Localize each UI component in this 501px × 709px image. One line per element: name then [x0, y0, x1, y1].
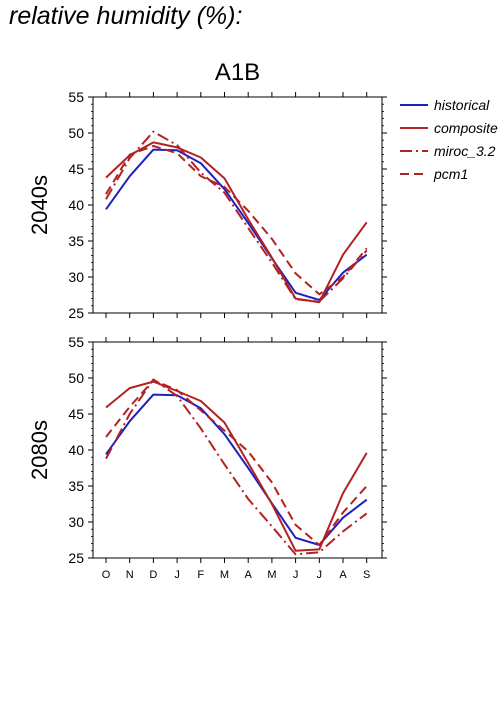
x-tick-label: M	[267, 569, 276, 581]
y-tick-label: 35	[68, 233, 84, 249]
plot-frame-2080s	[92, 341, 383, 559]
x-tick-label: A	[339, 569, 347, 581]
y-tick-label: 50	[68, 125, 84, 141]
x-tick-label: J	[293, 569, 299, 581]
series-line-miroc_3.2-2040s	[105, 130, 368, 303]
page-title: relative humidity (%):	[9, 2, 243, 30]
x-tick-label: F	[197, 569, 204, 581]
x-tick-label: M	[220, 569, 229, 581]
x-tick-label: N	[126, 569, 134, 581]
y-tick-label: 50	[68, 370, 84, 386]
series-line-miroc_3.2-2080s	[105, 378, 368, 556]
legend-label-pcm1: pcm1	[433, 166, 468, 182]
y-tick-label: 25	[68, 305, 84, 321]
y-tick-label: 40	[68, 197, 84, 213]
y-tick-label: 40	[68, 442, 84, 458]
series-line-composite-2080s	[105, 380, 368, 552]
legend-label-historical: historical	[434, 97, 490, 113]
y-tick-label: 30	[68, 514, 84, 530]
series-line-historical-2040s	[105, 148, 368, 301]
scenario-title: A1B	[215, 59, 260, 86]
panel-label-2080s: 2080s	[27, 420, 52, 480]
legend-label-composite: composite	[434, 120, 498, 136]
x-tick-label: S	[363, 569, 370, 581]
x-tick-label: A	[245, 569, 253, 581]
y-tick-label: 45	[68, 161, 84, 177]
x-tick-label: J	[174, 569, 180, 581]
y-tick-label: 30	[68, 269, 84, 285]
y-tick-label: 55	[68, 334, 84, 350]
series-line-historical-2080s	[105, 393, 368, 546]
series-line-pcm1-2040s	[105, 145, 368, 296]
y-tick-label: 45	[68, 406, 84, 422]
series-line-composite-2040s	[105, 141, 368, 304]
x-tick-label: O	[102, 569, 111, 581]
x-tick-label: J	[317, 569, 323, 581]
y-tick-label: 55	[68, 89, 84, 105]
panel-label-2040s: 2040s	[27, 175, 52, 235]
legend-label-miroc_3.2: miroc_3.2	[434, 143, 496, 159]
y-tick-label: 25	[68, 550, 84, 566]
x-tick-label: D	[149, 569, 157, 581]
y-tick-label: 35	[68, 478, 84, 494]
